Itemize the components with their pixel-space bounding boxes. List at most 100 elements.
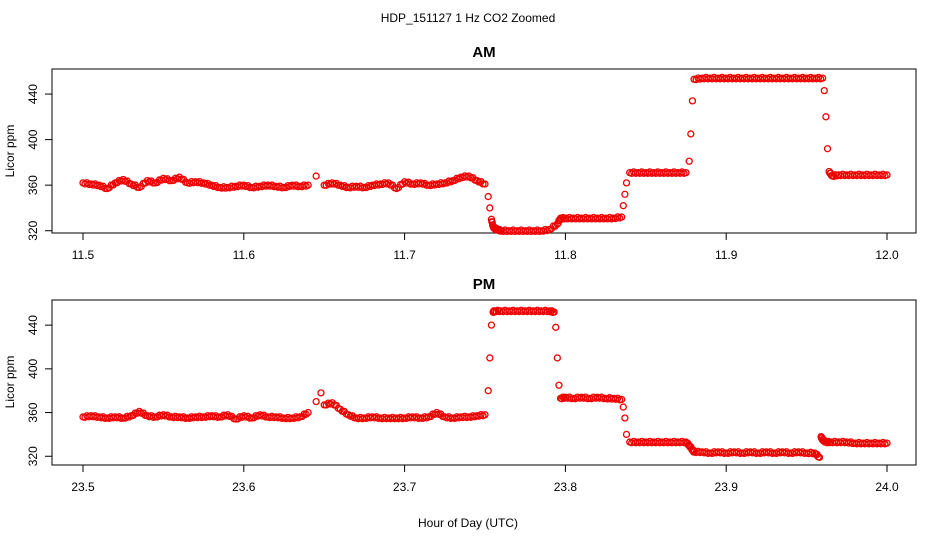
am-data-point	[312, 172, 320, 180]
am-data-point	[404, 178, 413, 186]
pm-plot-frame	[51, 299, 917, 466]
am-data-points	[79, 73, 891, 236]
am-panel-title: AM	[472, 44, 495, 61]
pm-y-tick-label: 360	[26, 402, 40, 422]
pm-data-point	[481, 411, 489, 419]
am-y-tick-label: 320	[26, 220, 40, 240]
pm-x-tick-label: 23.5	[71, 480, 95, 494]
pm-data-point	[153, 413, 162, 421]
am-data-point	[688, 97, 697, 105]
am-panel: AM Licor ppm 11.5 11.6 11.7 11.8 11.9 12.0 32…	[3, 44, 917, 262]
pm-data-point	[552, 323, 560, 331]
am-data-point	[822, 113, 830, 121]
pm-data-point	[322, 401, 330, 409]
am-data-point	[685, 157, 693, 165]
am-x-tick-label: 11.9	[715, 248, 738, 262]
pm-data-point	[336, 405, 344, 413]
am-data-point	[622, 179, 631, 187]
pm-data-point	[317, 389, 325, 397]
am-data-point	[340, 181, 348, 190]
pm-data-point	[260, 411, 268, 419]
am-data-point	[687, 130, 695, 138]
am-y-axis-title: Licor ppm	[3, 125, 17, 178]
am-x-tick-label: 11.6	[233, 248, 256, 262]
pm-data-point	[621, 414, 629, 422]
pm-y-axis: 320 360 400 440	[26, 315, 52, 466]
am-data-point	[322, 181, 330, 189]
am-y-tick-label: 440	[26, 84, 40, 104]
pm-x-tick-label: 23.7	[393, 480, 417, 494]
pm-data-point	[433, 408, 441, 417]
am-data-point	[91, 180, 99, 188]
pm-y-tick-label: 320	[26, 446, 40, 466]
am-data-point	[304, 181, 312, 189]
am-y-tick-label: 400	[26, 129, 40, 149]
pm-data-point	[550, 308, 558, 316]
pm-data-point	[492, 307, 500, 316]
am-data-point	[384, 179, 393, 187]
am-data-point	[484, 192, 492, 201]
pm-data-point	[486, 354, 494, 362]
am-data-point	[823, 145, 832, 153]
pm-data-point	[312, 397, 320, 406]
am-data-point	[883, 171, 891, 179]
am-data-point	[195, 177, 204, 186]
am-data-point	[119, 175, 127, 184]
am-data-point	[203, 179, 212, 187]
am-data-point	[83, 179, 91, 187]
pm-data-point	[91, 412, 99, 420]
pm-data-point	[218, 413, 226, 421]
pm-data-point	[135, 407, 143, 416]
am-plot-frame	[51, 68, 917, 234]
pm-data-point	[121, 414, 129, 422]
pm-x-tick-label: 23.9	[715, 480, 739, 494]
pm-data-points	[79, 306, 891, 462]
pm-panel-title: PM	[473, 276, 496, 293]
am-data-point	[268, 181, 276, 189]
am-data-point	[830, 172, 838, 181]
am-x-tick-label: 12.0	[875, 248, 899, 262]
am-data-point	[244, 181, 252, 190]
pm-data-point	[487, 321, 496, 329]
am-x-tick-label: 11.8	[554, 248, 577, 262]
am-data-point	[465, 172, 473, 180]
pm-panel: PM Licor ppm 23.5 23.6 23.7 23.8 23.9 24.0 32…	[3, 276, 917, 494]
am-data-point	[621, 190, 629, 198]
am-data-point	[682, 168, 690, 177]
pm-data-point	[815, 453, 824, 462]
pm-data-point	[302, 410, 310, 418]
pm-y-tick-label: 440	[26, 315, 40, 335]
am-data-point	[332, 179, 340, 187]
am-data-point	[619, 202, 627, 210]
am-x-tick-label: 11.7	[393, 248, 416, 262]
pm-y-axis-title: Licor ppm	[3, 356, 17, 409]
pm-x-tick-label: 24.0	[875, 480, 899, 494]
am-data-point	[481, 180, 489, 188]
pm-data-point	[545, 307, 553, 315]
am-x-tick-label: 11.5	[72, 248, 95, 262]
figure-title: HDP_151127 1 Hz CO2 Zoomed	[381, 11, 556, 25]
pm-data-point	[614, 394, 622, 402]
am-data-point	[362, 183, 371, 192]
pm-data-point	[555, 381, 563, 389]
pm-x-tick-label: 23.8	[554, 480, 578, 494]
am-data-point	[618, 213, 626, 221]
pm-data-point	[622, 430, 631, 439]
am-data-point	[175, 173, 184, 181]
pm-x-axis: 23.5 23.6 23.7 23.8 23.9 24.0	[71, 465, 899, 494]
pm-data-point	[553, 354, 562, 362]
pm-data-point	[883, 439, 891, 447]
pm-data-point	[304, 408, 312, 417]
am-y-axis: 320 360 400 440	[26, 84, 52, 241]
pm-data-point	[484, 387, 492, 395]
am-data-point	[421, 179, 429, 187]
am-data-point	[443, 179, 451, 187]
x-axis-title: Hour of Day (UTC)	[418, 516, 518, 530]
svg-text:Licor ppm: Licor ppm	[3, 125, 17, 178]
pm-data-point	[234, 415, 242, 423]
am-data-point	[820, 86, 828, 95]
am-data-point	[819, 74, 827, 82]
am-y-tick-label: 360	[26, 175, 40, 195]
pm-y-tick-label: 400	[26, 359, 40, 379]
